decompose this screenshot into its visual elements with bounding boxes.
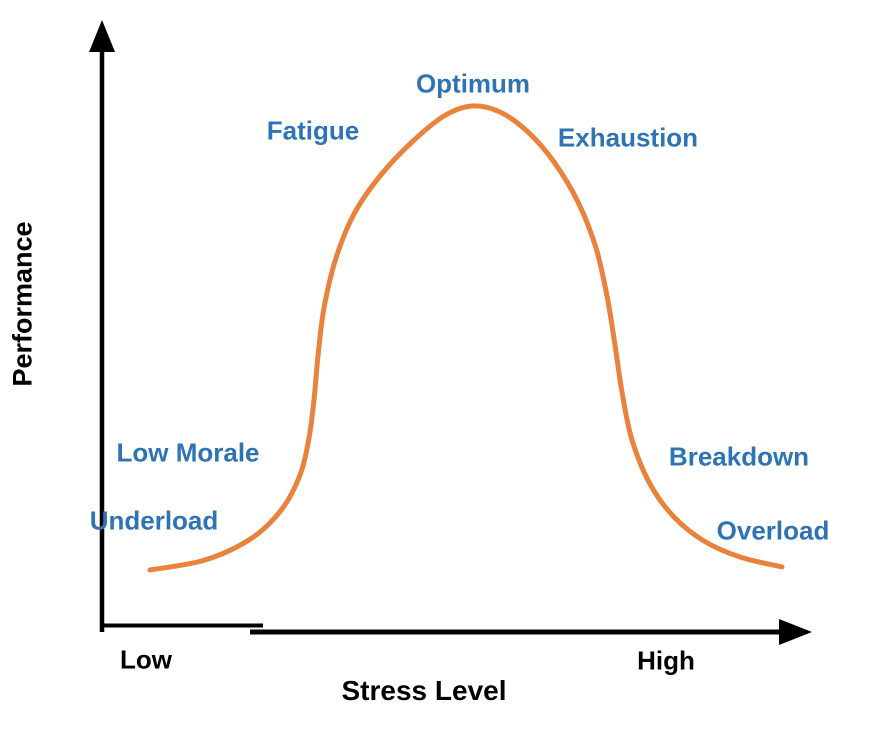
annotation-underload: Underload [89,505,219,536]
x-axis-arrowhead-icon [779,619,812,645]
annotation-breakdown: Breakdown [668,441,810,472]
annotation-optimum: Optimum [415,68,531,99]
annotation-fatigue: Fatigue [266,115,360,146]
x-tick-high: High [637,645,695,676]
x-axis-title: Stress Level [341,675,507,706]
x-tick-low: Low [120,644,172,675]
performance-curve [147,103,785,573]
y-axis-arrowhead-icon [89,20,115,52]
annotation-exhaustion: Exhaustion [557,122,699,153]
y-axis-title: Performance [7,221,38,387]
annotation-low-morale: Low Morale [116,437,260,468]
annotation-overload: Overload [716,515,830,546]
